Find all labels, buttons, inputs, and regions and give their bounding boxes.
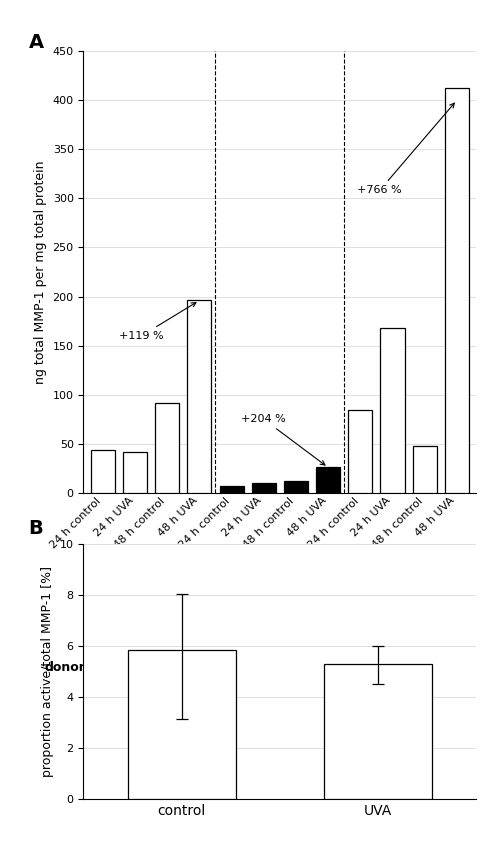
Bar (219, 486, 244, 493)
Bar (348, 411, 373, 493)
Bar (187, 301, 212, 493)
Bar (252, 483, 276, 493)
Text: +204 %: +204 % (242, 414, 325, 465)
Bar (412, 446, 437, 493)
Text: 2: 2 (276, 661, 284, 674)
Bar (445, 88, 469, 493)
Text: donor: donor (44, 661, 85, 674)
Bar (284, 481, 308, 493)
Bar (324, 664, 432, 799)
Text: B: B (28, 518, 43, 537)
Bar (155, 403, 179, 493)
Bar (381, 328, 405, 493)
Bar (316, 468, 340, 493)
Text: +766 %: +766 % (357, 103, 454, 196)
Bar (128, 650, 236, 799)
Bar (91, 450, 115, 493)
Text: +119 %: +119 % (119, 303, 196, 341)
Bar (123, 451, 147, 493)
Y-axis label: ng total MMP-1 per mg total protein: ng total MMP-1 per mg total protein (34, 161, 47, 383)
Text: A: A (28, 33, 44, 53)
Y-axis label: proportion active/total MMP-1 [%]: proportion active/total MMP-1 [%] (41, 566, 54, 777)
Text: 3: 3 (405, 661, 412, 674)
Text: 1: 1 (147, 661, 155, 674)
